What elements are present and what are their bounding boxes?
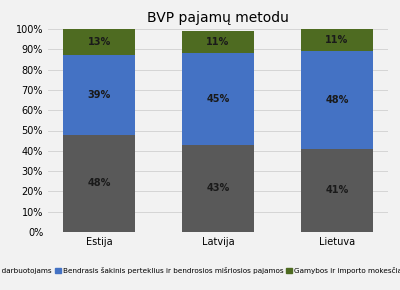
Legend: Atlygis darbuotojams, Bendrasis šakinis perteklius ir bendrosios mišriosios paja: Atlygis darbuotojams, Bendrasis šakinis … — [0, 264, 400, 277]
Text: 43%: 43% — [206, 183, 230, 193]
Bar — [301, 51, 372, 149]
Text: 39%: 39% — [88, 90, 111, 100]
Bar — [301, 149, 372, 232]
Bar — [64, 135, 135, 232]
Bar — [64, 55, 135, 135]
Bar — [182, 31, 254, 53]
Bar — [182, 145, 254, 232]
Bar — [301, 29, 372, 51]
Bar — [64, 29, 135, 55]
Title: BVP pajamų metodu: BVP pajamų metodu — [147, 11, 289, 25]
Text: 11%: 11% — [325, 35, 348, 45]
Text: 11%: 11% — [206, 37, 230, 47]
Text: 45%: 45% — [206, 94, 230, 104]
Text: 48%: 48% — [88, 178, 111, 188]
Text: 48%: 48% — [325, 95, 348, 105]
Bar — [182, 53, 254, 145]
Text: 13%: 13% — [88, 37, 111, 47]
Text: 41%: 41% — [325, 185, 348, 195]
